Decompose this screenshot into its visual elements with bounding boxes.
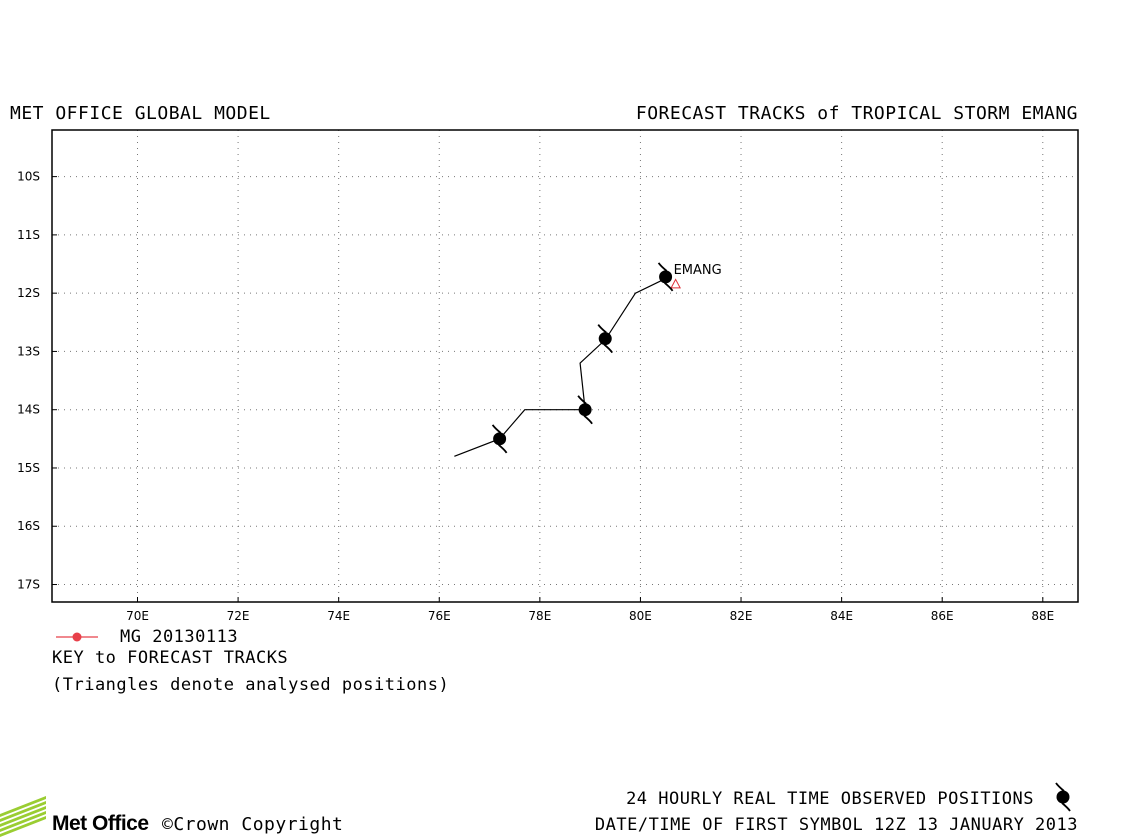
storm-name-label: EMANG (674, 263, 722, 278)
map-frame (51, 129, 1079, 603)
key-title: KEY to FORECAST TRACKS (52, 648, 289, 668)
lat-tick-label: 12S (17, 286, 40, 300)
lon-tick-label: 72E (227, 609, 250, 623)
lat-tick-label: 17S (17, 578, 40, 592)
cyclone-symbol-icon (1055, 782, 1071, 812)
cyclone-symbol (1055, 782, 1071, 812)
met-office-logo-icon (0, 796, 46, 837)
observed-positions-label: 24 HOURLY REAL TIME OBSERVED POSITIONS (626, 789, 1034, 809)
lat-tick-label: 11S (17, 228, 40, 242)
lon-tick-label: 80E (629, 609, 652, 623)
key-note: (Triangles denote analysed positions) (52, 675, 450, 695)
lon-tick-label: 70E (126, 609, 149, 623)
lat-tick-label: 10S (17, 170, 40, 184)
met-office-logo-text: Met Office (52, 812, 149, 835)
cyclone-symbol (657, 262, 674, 292)
legend-line (56, 632, 98, 642)
cyclone-symbol (597, 324, 613, 354)
lat-tick-label: 13S (17, 344, 40, 358)
analysed-triangle-icon (670, 278, 681, 289)
cyclone-symbol (577, 395, 593, 425)
track-line (454, 278, 666, 457)
lon-tick-label: 88E (1031, 609, 1054, 623)
map-title-left: MET OFFICE GLOBAL MODEL (10, 103, 271, 124)
lat-tick-label: 15S (17, 461, 40, 475)
legend-marker (72, 632, 82, 642)
legend-label: MG 20130113 (120, 627, 239, 647)
axis-ticks: 70E 72E 74E 76E 78E 80E 82E 84E 86E 88E 10S 11S 12S 1… (17, 170, 1054, 623)
map-title-right: FORECAST TRACKS of TROPICAL STORM EMANG (635, 103, 1078, 124)
lat-tick-label: 14S (17, 403, 40, 417)
map-grid (52, 130, 1078, 602)
lon-tick-label: 82E (730, 609, 753, 623)
lon-tick-label: 74E (327, 609, 350, 623)
datetime-label: DATE/TIME OF FIRST SYMBOL 12Z 13 JANUARY… (594, 815, 1078, 835)
lon-tick-label: 86E (931, 609, 954, 623)
lat-tick-label: 16S (17, 519, 40, 533)
observed-positions (491, 262, 674, 454)
cyclone-symbol (491, 424, 508, 454)
lon-tick-label: 76E (428, 609, 451, 623)
copyright-text: ©Crown Copyright (162, 814, 344, 835)
lon-tick-label: 78E (528, 609, 551, 623)
lon-tick-label: 84E (830, 609, 853, 623)
